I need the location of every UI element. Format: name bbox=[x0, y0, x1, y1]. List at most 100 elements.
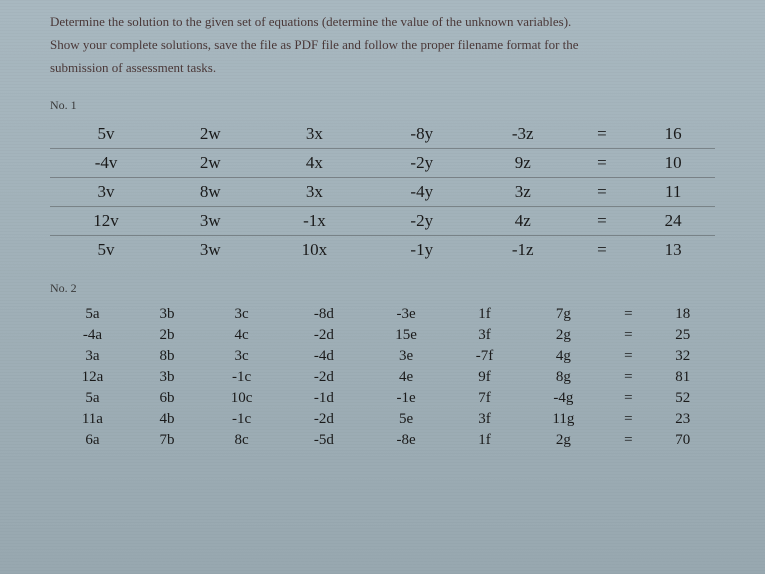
equation-cell: 6a bbox=[50, 430, 135, 451]
equation-cell: -2y bbox=[370, 149, 473, 178]
equation-cell: 4x bbox=[258, 149, 370, 178]
equation-cell: 2b bbox=[135, 325, 199, 346]
equation-cell: -1c bbox=[199, 367, 284, 388]
equation-cell: -1z bbox=[473, 236, 572, 264]
equation-cell: 32 bbox=[651, 346, 715, 367]
equation-cell: = bbox=[606, 388, 650, 409]
equation-cell: 4b bbox=[135, 409, 199, 430]
equation-cell: 5a bbox=[50, 304, 135, 325]
equation-cell: -5d bbox=[284, 430, 364, 451]
equation-cell: = bbox=[572, 149, 631, 178]
equation-cell: 8b bbox=[135, 346, 199, 367]
equation-cell: 3f bbox=[448, 325, 520, 346]
table-row: 12a3b-1c-2d4e9f8g=81 bbox=[50, 367, 715, 388]
equation-cell: 9f bbox=[448, 367, 520, 388]
table-row: 12v3w-1x-2y4z=24 bbox=[50, 207, 715, 236]
table-row: -4v2w4x-2y9z=10 bbox=[50, 149, 715, 178]
equation-cell: -4g bbox=[521, 388, 607, 409]
equation-cell: -1e bbox=[364, 388, 449, 409]
equation-cell: -2d bbox=[284, 325, 364, 346]
equation-cell: 70 bbox=[651, 430, 715, 451]
equation-cell: 7b bbox=[135, 430, 199, 451]
equation-cell: 8w bbox=[162, 178, 258, 207]
equation-cell: 24 bbox=[631, 207, 715, 236]
equation-cell: -2d bbox=[284, 409, 364, 430]
equation-cell: 1f bbox=[448, 430, 520, 451]
equation-cell: 10x bbox=[258, 236, 370, 264]
equation-cell: -1d bbox=[284, 388, 364, 409]
equation-cell: 10 bbox=[631, 149, 715, 178]
equation-cell: -4a bbox=[50, 325, 135, 346]
equation-cell: 52 bbox=[651, 388, 715, 409]
equation-cell: 3a bbox=[50, 346, 135, 367]
equation-cell: 3w bbox=[162, 236, 258, 264]
equation-cell: 3b bbox=[135, 304, 199, 325]
equation-cell: 4c bbox=[199, 325, 284, 346]
instruction-line-1: Determine the solution to the given set … bbox=[50, 12, 715, 33]
problem-1-label: No. 1 bbox=[50, 98, 715, 113]
equation-cell: 2w bbox=[162, 121, 258, 149]
table-row: 3a8b3c-4d3e-7f4g=32 bbox=[50, 346, 715, 367]
equation-cell: = bbox=[606, 325, 650, 346]
equation-cell: 4g bbox=[521, 346, 607, 367]
equation-cell: -7f bbox=[448, 346, 520, 367]
equation-cell: -8e bbox=[364, 430, 449, 451]
instruction-line-3: submission of assessment tasks. bbox=[50, 58, 715, 79]
equation-cell: 2w bbox=[162, 149, 258, 178]
table-row: -4a2b4c-2d15e3f2g=25 bbox=[50, 325, 715, 346]
equation-cell: 12v bbox=[50, 207, 162, 236]
equation-cell: 15e bbox=[364, 325, 449, 346]
table-row: 3v8w3x-4y3z=11 bbox=[50, 178, 715, 207]
equation-cell: -1x bbox=[258, 207, 370, 236]
equation-cell: = bbox=[606, 409, 650, 430]
equation-cell: 7f bbox=[448, 388, 520, 409]
equation-cell: 8g bbox=[521, 367, 607, 388]
equation-cell: 7g bbox=[521, 304, 607, 325]
equation-cell: = bbox=[572, 178, 631, 207]
instructions-block: Determine the solution to the given set … bbox=[50, 12, 715, 78]
equation-cell: 6b bbox=[135, 388, 199, 409]
equation-cell: = bbox=[606, 304, 650, 325]
equation-cell: 11 bbox=[631, 178, 715, 207]
problem-2-table: 5a3b3c-8d-3e1f7g=18-4a2b4c-2d15e3f2g=253… bbox=[50, 304, 715, 451]
equation-cell: -2y bbox=[370, 207, 473, 236]
instruction-line-2: Show your complete solutions, save the f… bbox=[50, 35, 715, 56]
equation-cell: 11g bbox=[521, 409, 607, 430]
equation-cell: 5a bbox=[50, 388, 135, 409]
table-row: 5v3w10x-1y-1z=13 bbox=[50, 236, 715, 264]
table-row: 6a7b8c-5d-8e1f2g=70 bbox=[50, 430, 715, 451]
equation-cell: -3e bbox=[364, 304, 449, 325]
equation-cell: -4d bbox=[284, 346, 364, 367]
equation-cell: 9z bbox=[473, 149, 572, 178]
equation-cell: = bbox=[572, 121, 631, 149]
table-row: 5a6b10c-1d-1e7f-4g=52 bbox=[50, 388, 715, 409]
equation-cell: 3f bbox=[448, 409, 520, 430]
equation-cell: 5v bbox=[50, 121, 162, 149]
equation-cell: 4z bbox=[473, 207, 572, 236]
equation-cell: 23 bbox=[651, 409, 715, 430]
equation-cell: -8d bbox=[284, 304, 364, 325]
equation-cell: 16 bbox=[631, 121, 715, 149]
equation-cell: 18 bbox=[651, 304, 715, 325]
equation-cell: = bbox=[606, 430, 650, 451]
equation-cell: = bbox=[572, 236, 631, 264]
problem-1-section: No. 1 5v2w3x-8y-3z=16-4v2w4x-2y9z=103v8w… bbox=[50, 98, 715, 263]
equation-cell: 12a bbox=[50, 367, 135, 388]
equation-cell: 5v bbox=[50, 236, 162, 264]
table-row: 5v2w3x-8y-3z=16 bbox=[50, 121, 715, 149]
equation-cell: -1y bbox=[370, 236, 473, 264]
equation-cell: 3b bbox=[135, 367, 199, 388]
table-row: 11a4b-1c-2d5e3f11g=23 bbox=[50, 409, 715, 430]
equation-cell: 3w bbox=[162, 207, 258, 236]
equation-cell: -4v bbox=[50, 149, 162, 178]
equation-cell: = bbox=[606, 346, 650, 367]
problem-1-table: 5v2w3x-8y-3z=16-4v2w4x-2y9z=103v8w3x-4y3… bbox=[50, 121, 715, 263]
equation-cell: 4e bbox=[364, 367, 449, 388]
equation-cell: -4y bbox=[370, 178, 473, 207]
problem-2-section: No. 2 5a3b3c-8d-3e1f7g=18-4a2b4c-2d15e3f… bbox=[50, 281, 715, 451]
equation-cell: 3x bbox=[258, 121, 370, 149]
equation-cell: 3c bbox=[199, 304, 284, 325]
equation-cell: -1c bbox=[199, 409, 284, 430]
equation-cell: 3c bbox=[199, 346, 284, 367]
problem-2-label: No. 2 bbox=[50, 281, 715, 296]
